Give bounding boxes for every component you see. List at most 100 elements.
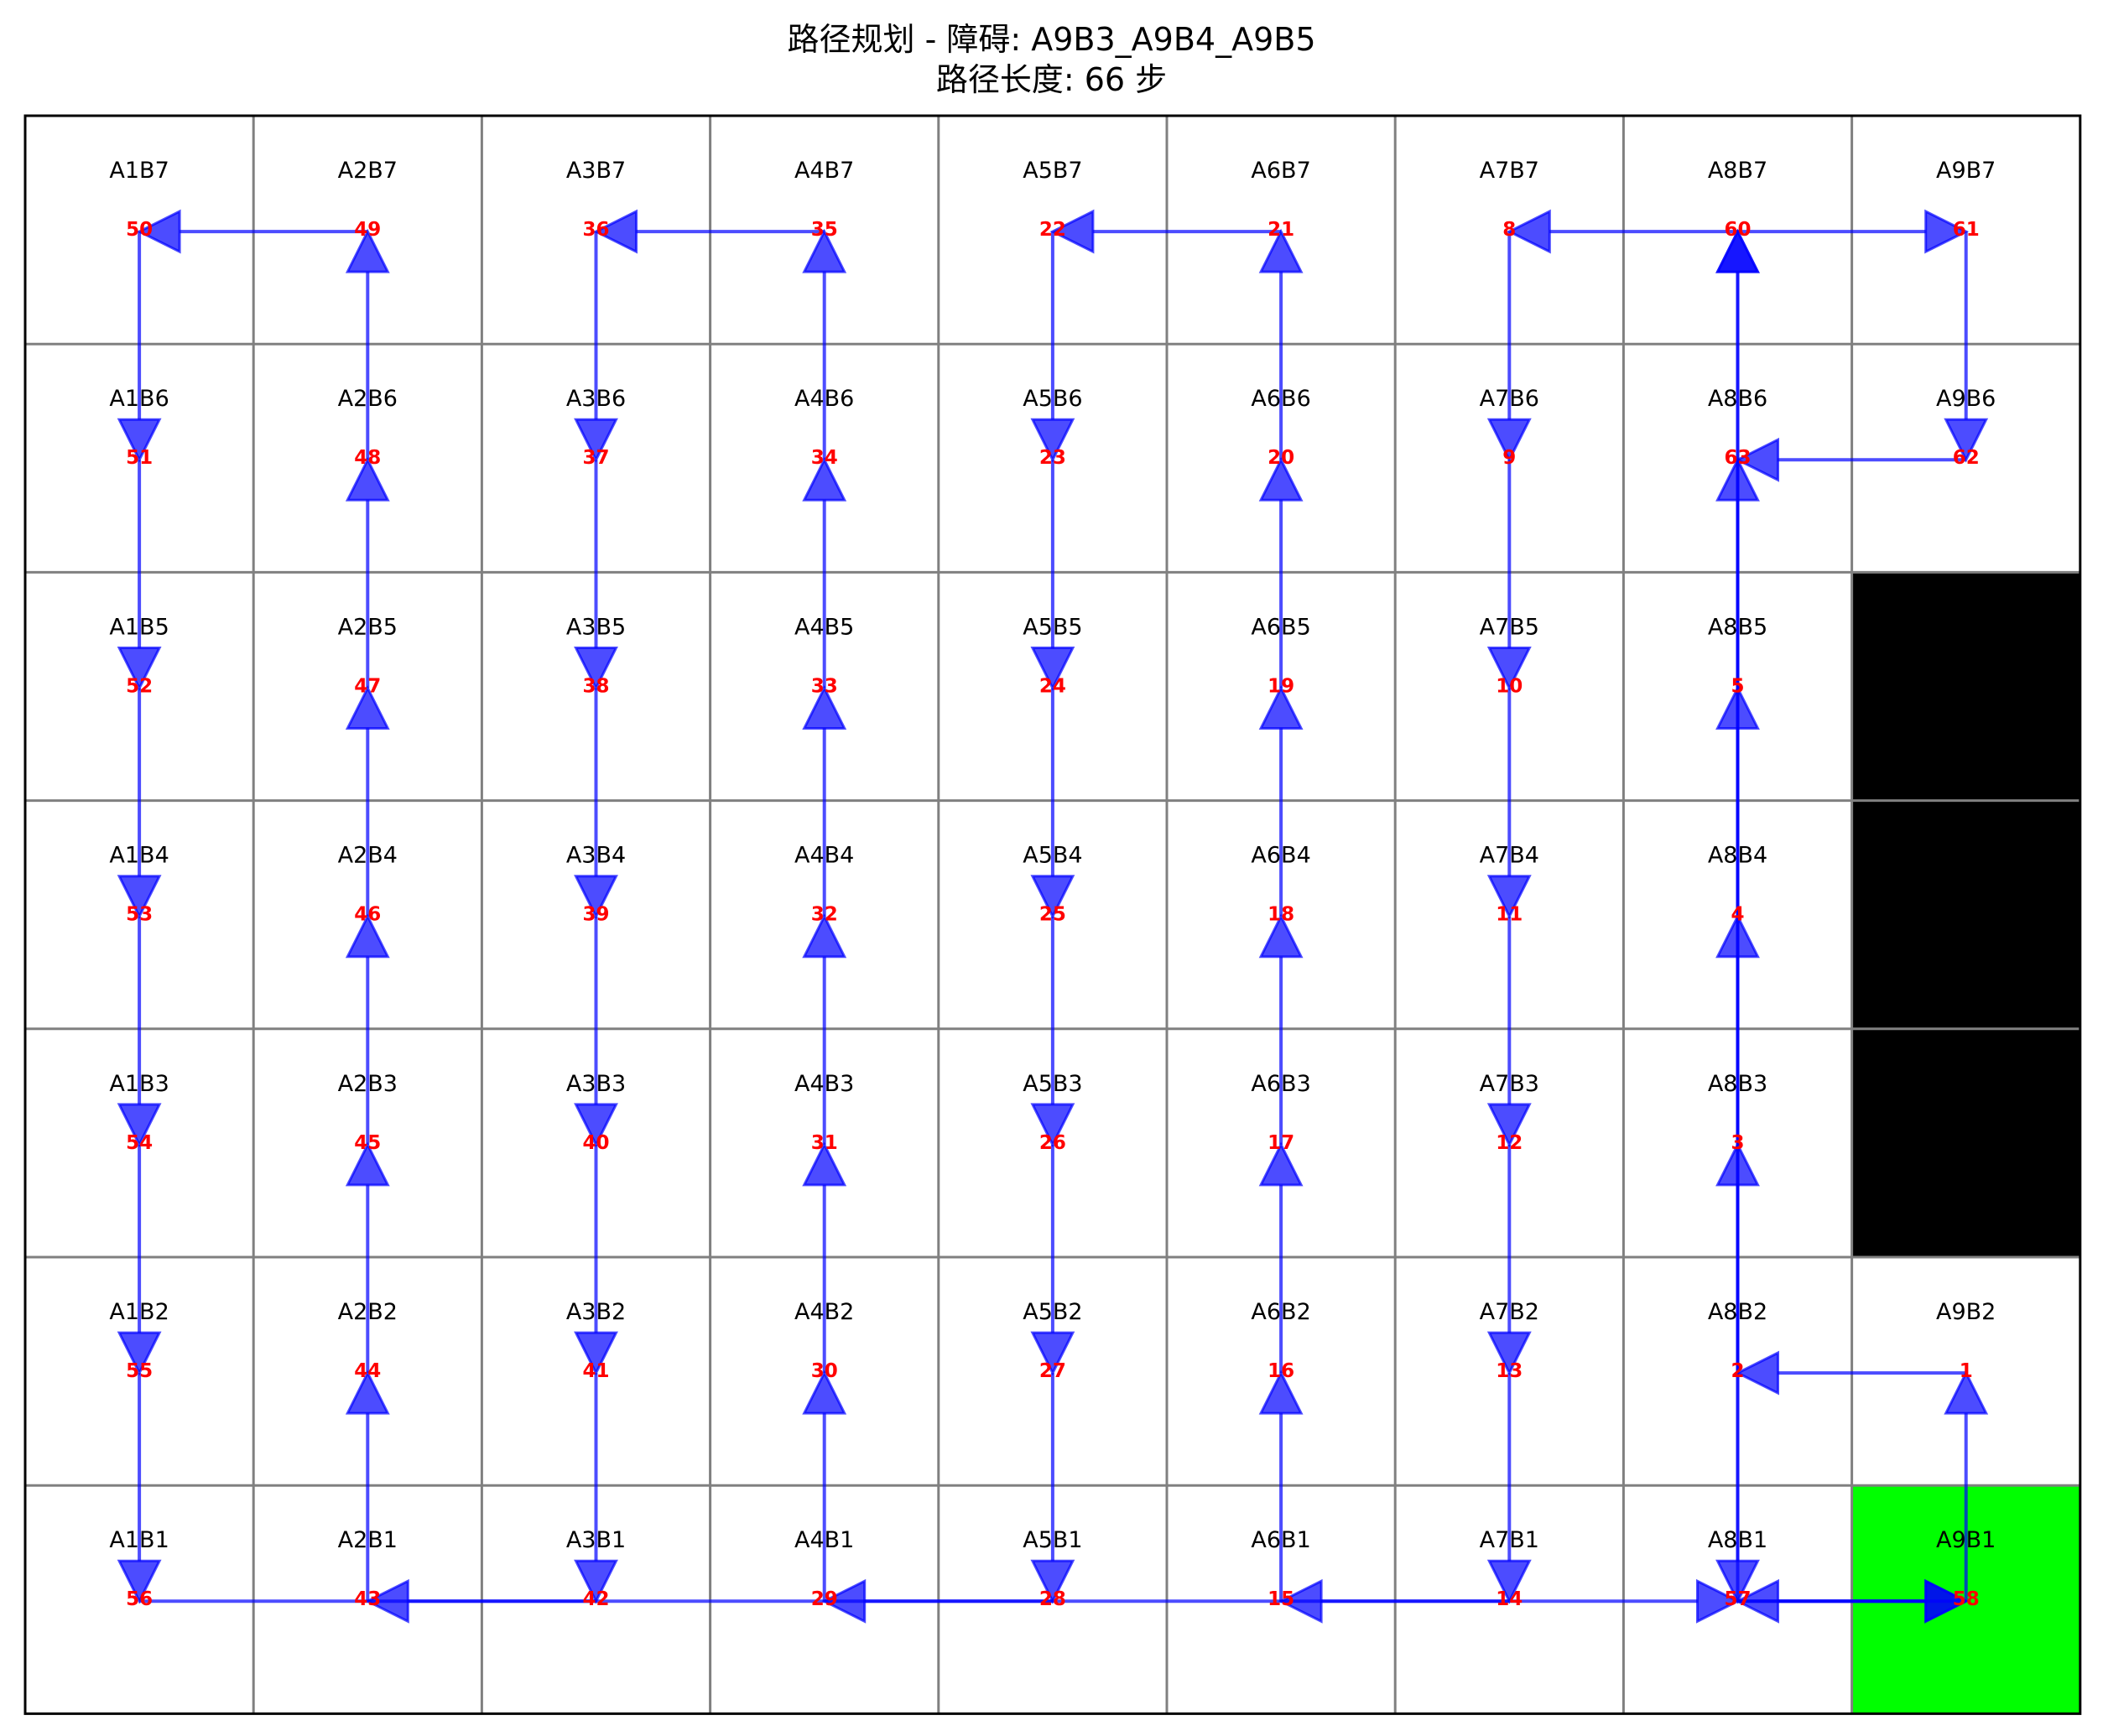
cell-label: A2B3 <box>338 1071 398 1097</box>
obstacle-cell-a9b4 <box>1851 800 2080 1029</box>
step-number: 1 <box>1960 1360 1973 1382</box>
path-arrow <box>1486 1373 1532 1604</box>
cell-label: A8B6 <box>1708 386 1767 412</box>
cell-label: A3B7 <box>566 158 626 184</box>
step-number: 19 <box>1268 675 1294 697</box>
cell-label: A2B4 <box>338 843 398 869</box>
cell-label: A9B6 <box>1936 386 1996 412</box>
path-arrow <box>1486 460 1532 691</box>
cell-label: A4B2 <box>794 1299 854 1325</box>
path-arrow-head <box>1924 1578 1970 1624</box>
cell-label: A1B6 <box>109 386 169 412</box>
path-arrow-head <box>574 418 618 463</box>
path-arrow <box>1944 1370 1989 1602</box>
path-arrow <box>117 1144 162 1376</box>
cell-label: A7B2 <box>1480 1299 1539 1325</box>
step-number: 4 <box>1731 904 1744 926</box>
cell-label: A3B3 <box>566 1071 626 1097</box>
path-arrow <box>117 1373 162 1604</box>
step-number: 58 <box>1953 1588 1980 1610</box>
cell-label: A6B1 <box>1251 1527 1310 1553</box>
path-arrow <box>802 1141 847 1374</box>
path-arrow-head <box>1696 1578 1741 1624</box>
path-layer <box>117 209 1989 1624</box>
step-number: 38 <box>582 675 609 697</box>
cell-label: A8B4 <box>1708 843 1767 869</box>
cell-label: A8B7 <box>1708 158 1767 184</box>
cell-label: A2B7 <box>338 158 398 184</box>
path-arrow-head <box>802 913 847 959</box>
path-arrow-head <box>1486 1331 1532 1376</box>
cell-label: A6B5 <box>1251 614 1310 640</box>
step-number: 53 <box>126 904 153 926</box>
path-arrow <box>1506 209 1738 254</box>
path-arrow <box>802 913 847 1145</box>
path-arrow <box>1735 1350 1966 1396</box>
step-number: 40 <box>582 1132 609 1154</box>
path-arrow <box>345 228 390 460</box>
step-number: 21 <box>1268 219 1294 241</box>
cell-label: A2B2 <box>338 1299 398 1325</box>
cell-label: A7B1 <box>1480 1527 1539 1553</box>
path-arrow-head <box>1924 209 1970 254</box>
cell-label: A8B2 <box>1708 1299 1767 1325</box>
step-number: 22 <box>1039 219 1066 241</box>
cell-label: A4B1 <box>794 1527 854 1553</box>
path-arrow <box>117 916 162 1148</box>
step-number: 61 <box>1953 219 1980 241</box>
step-number: 8 <box>1502 219 1516 241</box>
path-arrow <box>345 1141 390 1374</box>
path-arrow <box>1735 437 1966 482</box>
path-arrow <box>136 209 368 254</box>
path-arrow-head <box>593 209 638 254</box>
step-number: 32 <box>811 904 838 926</box>
path-arrow-head <box>574 1331 618 1376</box>
path-arrow-head <box>345 456 390 502</box>
cell-label: A7B5 <box>1480 614 1539 640</box>
step-number: 37 <box>582 447 609 469</box>
path-arrow <box>1486 916 1532 1148</box>
path-arrow-head <box>345 1141 390 1187</box>
cell-label: A5B3 <box>1023 1071 1082 1097</box>
path-arrow <box>1030 1144 1075 1376</box>
step-number: 41 <box>582 1360 609 1382</box>
path-arrow-head <box>574 875 618 920</box>
path-arrow-head <box>1030 1559 1075 1604</box>
step-number: 62 <box>1953 447 1980 469</box>
cell-label: A6B3 <box>1251 1071 1310 1097</box>
path-arrow <box>1258 913 1304 1145</box>
cell-label: A5B6 <box>1023 386 1082 412</box>
step-number: 49 <box>354 219 381 241</box>
cell-label: A1B4 <box>109 843 169 869</box>
cell-label: A5B4 <box>1023 843 1082 869</box>
path-arrow-head <box>1715 228 1760 273</box>
cell-label: A1B5 <box>109 614 169 640</box>
path-arrow <box>117 231 162 463</box>
step-number: 44 <box>354 1360 381 1382</box>
path-arrow-head <box>1486 1103 1532 1148</box>
step-number: 30 <box>811 1360 838 1382</box>
path-arrow-head <box>802 1370 847 1415</box>
step-number: 12 <box>1496 1132 1523 1154</box>
path-arrow-head <box>1944 418 1989 463</box>
path-arrow-head <box>1030 1103 1075 1148</box>
path-arrow-head <box>345 913 390 959</box>
path-arrow-head <box>1506 209 1551 254</box>
cell-label: A2B6 <box>338 386 398 412</box>
path-arrow <box>139 1578 1741 1624</box>
cell-label: A3B1 <box>566 1527 626 1553</box>
step-number: 3 <box>1731 1132 1744 1154</box>
step-number: 39 <box>582 904 609 926</box>
chart-subtitle: 路径长度: 66 步 <box>935 61 1168 98</box>
path-arrow <box>1258 1370 1304 1602</box>
cell-label: A8B3 <box>1708 1071 1767 1097</box>
path-arrow-head <box>117 418 162 463</box>
step-number: 15 <box>1268 1588 1294 1610</box>
step-number: 13 <box>1496 1360 1523 1382</box>
path-arrow <box>802 1370 847 1602</box>
cell-label: A4B4 <box>794 843 854 869</box>
cell-label: A4B7 <box>794 158 854 184</box>
step-number: 36 <box>582 219 609 241</box>
cell-label: A3B4 <box>566 843 626 869</box>
